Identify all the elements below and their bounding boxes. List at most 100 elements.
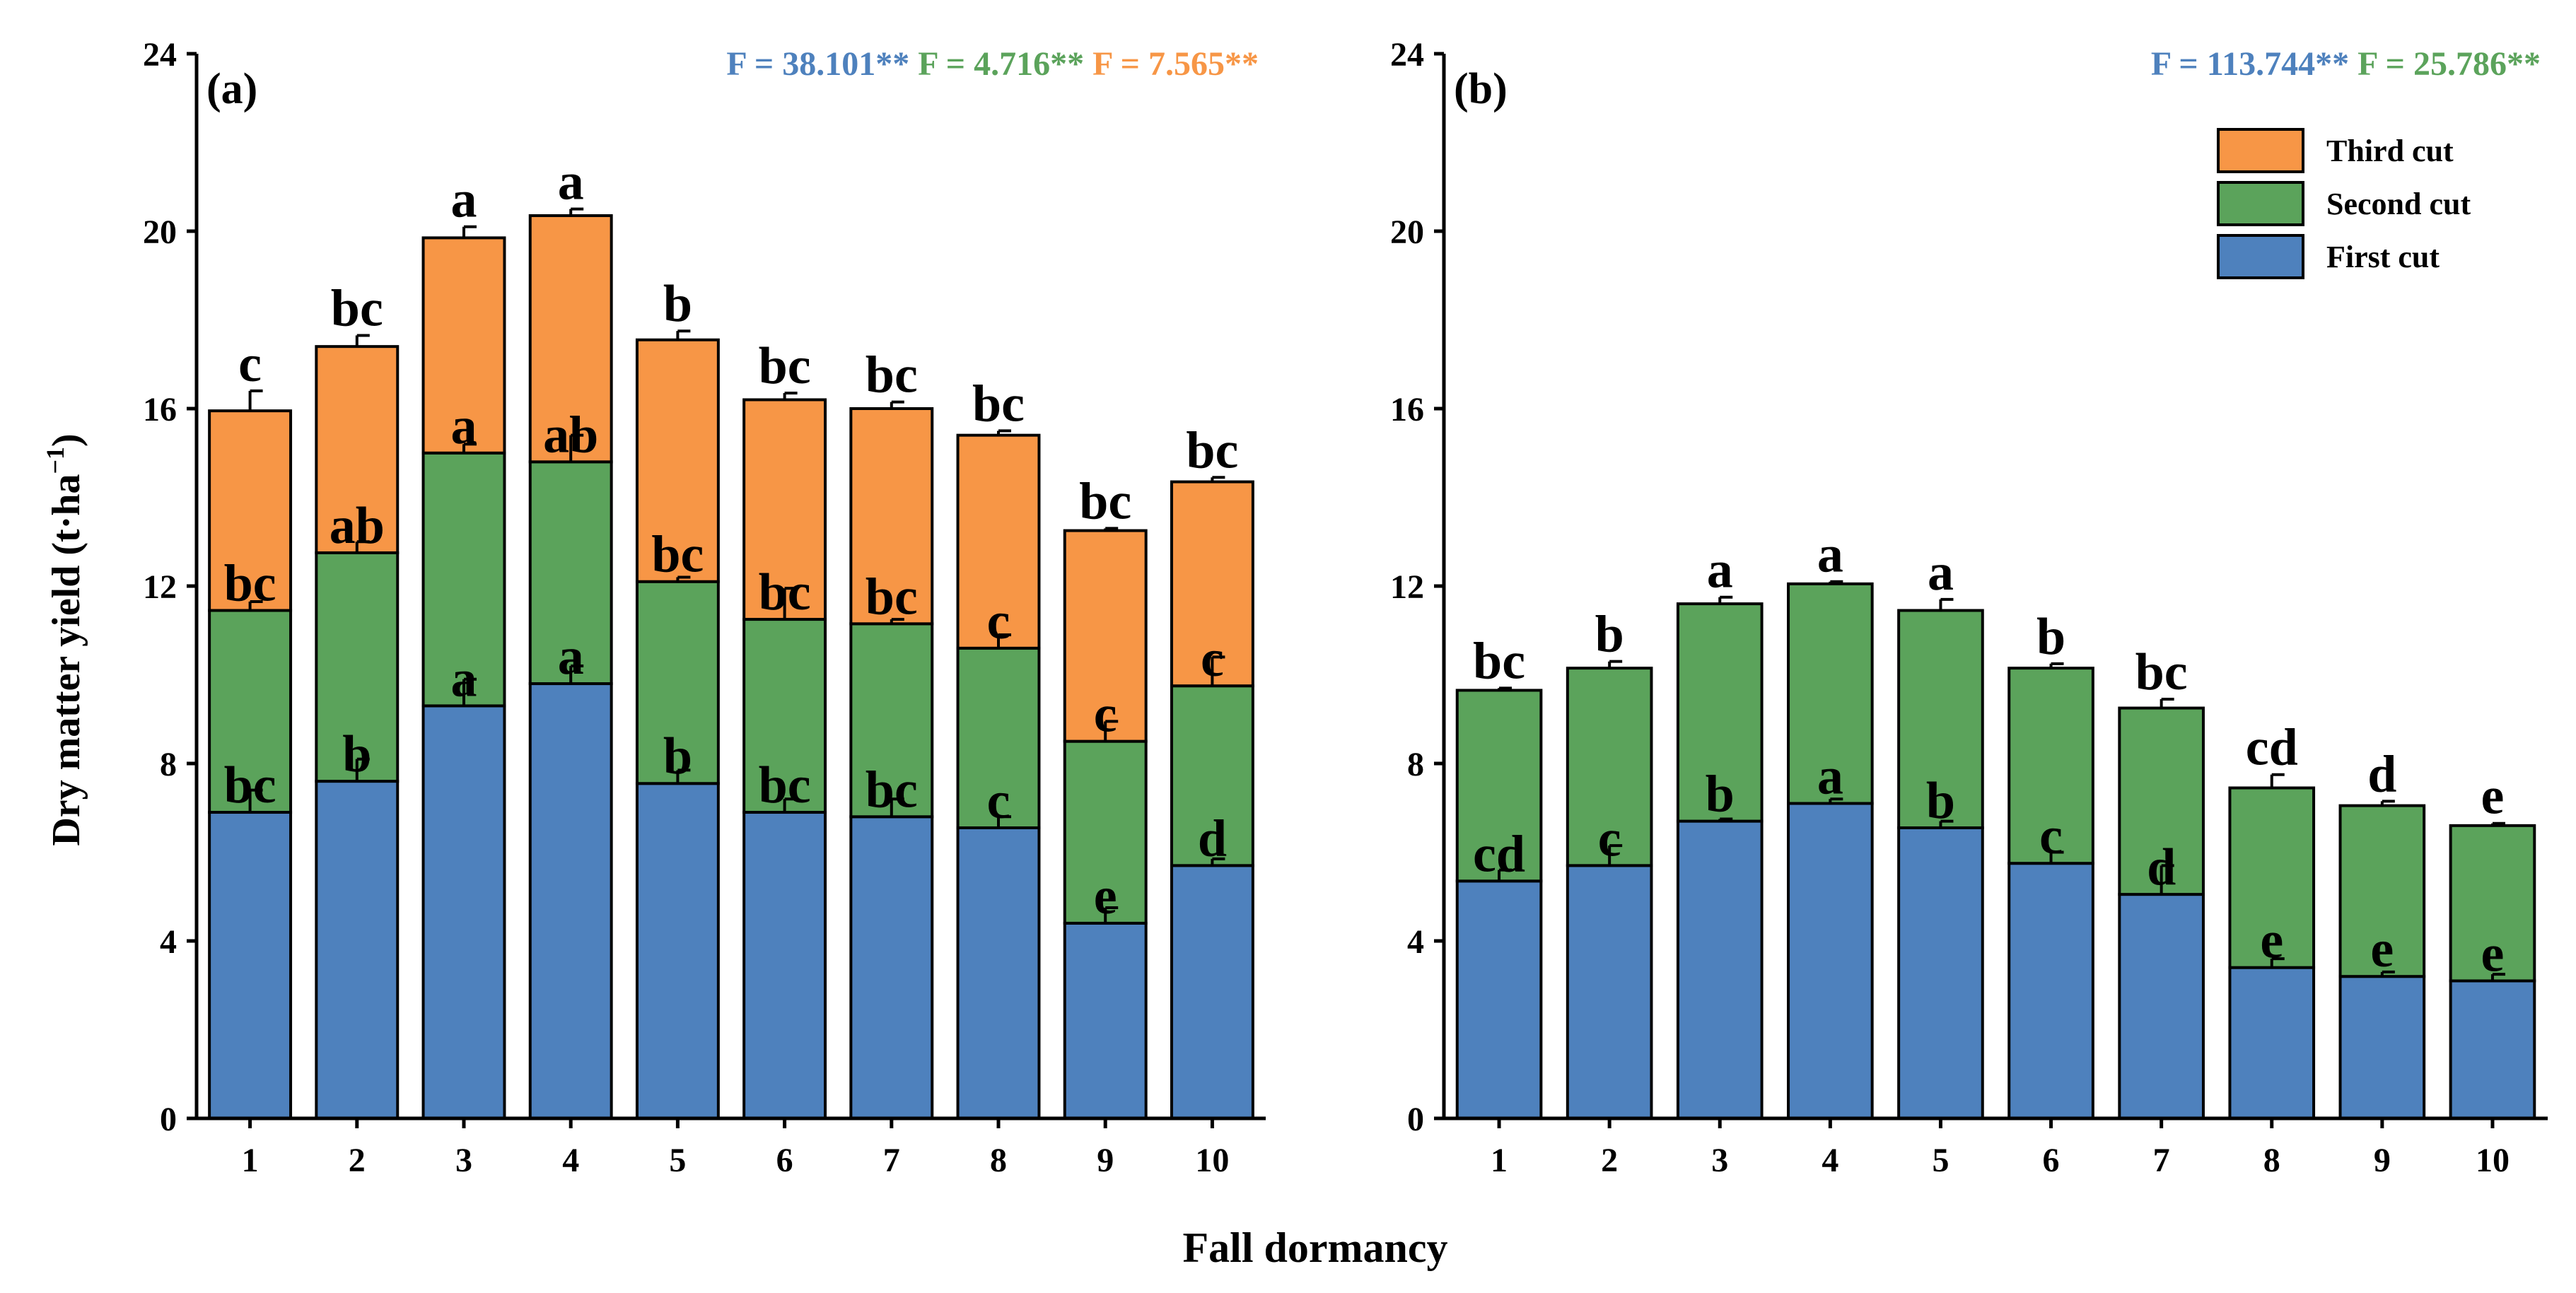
significance-letter: a (451, 171, 477, 229)
x-tick-label: 6 (776, 1142, 793, 1179)
significance-letter: b (1706, 766, 1735, 824)
panel-label: (b) (1454, 65, 1508, 113)
significance-letter: b (663, 275, 692, 333)
significance-letter: b (342, 725, 371, 783)
y-tick-label: 16 (1390, 391, 1424, 428)
f-statistic: F = 4.716** (909, 45, 1084, 83)
significance-letter: bc (866, 568, 918, 626)
legend-swatch-third (2217, 128, 2304, 173)
significance-letter: bc (972, 375, 1025, 433)
x-tick-label: 10 (2476, 1142, 2510, 1179)
bar-segment-first-cut (2449, 979, 2536, 1120)
bar-segment-first-cut (208, 811, 293, 1121)
y-tick-label: 16 (143, 391, 177, 428)
f-statistic: F = 7.565** (1084, 45, 1259, 83)
bar-segment-first-cut (1787, 802, 1874, 1120)
bar-segment-first-cut (1566, 864, 1653, 1120)
significance-letter: d (2367, 745, 2396, 803)
bar-segment-second-cut (1787, 582, 1874, 805)
panel-label: (a) (206, 65, 257, 113)
significance-letter: cd (2246, 719, 2298, 777)
bar-segment-second-cut (2007, 667, 2094, 865)
x-tick-label: 5 (669, 1142, 686, 1179)
x-tick-label: 9 (2374, 1142, 2391, 1179)
legend-label-second: Second cut (2326, 187, 2471, 221)
y-axis-label-main: Dry matter yield (t·ha (45, 474, 88, 846)
x-tick-label: 7 (883, 1142, 900, 1179)
y-tick-label: 12 (143, 568, 177, 606)
significance-letter: a (558, 628, 584, 686)
significance-letter: c (1094, 686, 1117, 744)
bar-segment-first-cut (2228, 966, 2316, 1121)
y-tick-label: 4 (1407, 923, 1424, 961)
significance-letter: b (2036, 608, 2065, 666)
legend-label-third: Third cut (2326, 134, 2454, 168)
bar-segment-first-cut (956, 826, 1041, 1121)
legend: Third cut Second cut First cut (2217, 128, 2471, 279)
significance-letter: e (2370, 920, 2394, 978)
bar-segment-third-cut (742, 398, 827, 621)
bar-segment-third-cut (635, 338, 720, 583)
bar-segment-second-cut (208, 609, 293, 814)
f-statistic: F = 25.786** (2349, 45, 2541, 83)
bar-segment-second-cut (1676, 602, 1764, 823)
bar-segment-first-cut (2007, 862, 2094, 1120)
x-tick-label: 4 (1822, 1142, 1838, 1179)
y-axis-label: Dry matter yield (t·ha−1) (41, 433, 88, 846)
bar-segment-second-cut (1063, 739, 1148, 925)
f-statistic: F = 113.744** (2151, 45, 2349, 83)
f-statistics: F = 113.744** F = 25.786** (2151, 45, 2541, 83)
x-tick-label: 2 (349, 1142, 366, 1179)
bar-segment-third-cut (421, 236, 506, 455)
significance-letter: c (987, 592, 1010, 650)
x-tick-label: 6 (2043, 1142, 2060, 1179)
significance-letter: cd (1473, 825, 1525, 883)
significance-letter: a (451, 650, 477, 708)
y-tick-label: 0 (1407, 1101, 1424, 1138)
significance-letter: a (1817, 526, 1843, 584)
bar-segment-first-cut (1455, 879, 1543, 1120)
significance-letter: e (2260, 912, 2283, 970)
significance-letter: b (1595, 606, 1624, 664)
significance-letter: b (663, 727, 692, 785)
f-statistic: F = 38.101** (726, 45, 909, 83)
bar-segment-first-cut (1170, 864, 1254, 1120)
bar-segment-first-cut (2118, 893, 2205, 1121)
y-tick-label: 12 (1390, 568, 1424, 606)
bar-segment-first-cut (528, 682, 613, 1120)
significance-letter: c (987, 772, 1010, 830)
bar-segment-third-cut (1063, 529, 1148, 743)
significance-letter: c (2039, 807, 2063, 865)
x-tick-label: 1 (242, 1142, 259, 1179)
bar-segment-third-cut (208, 409, 293, 612)
bar-segment-second-cut (2338, 804, 2426, 978)
legend-swatch-first (2217, 234, 2304, 279)
bar-segment-second-cut (1455, 689, 1543, 883)
bar-segment-second-cut (1897, 609, 1984, 829)
y-tick-label: 24 (1390, 36, 1424, 74)
bar-segment-first-cut (421, 704, 506, 1120)
significance-letter: d (2147, 838, 2176, 896)
bar-segment-first-cut (1676, 819, 1764, 1120)
significance-letter: bc (759, 563, 811, 621)
significance-letter: c (1201, 630, 1224, 688)
bar-segment-first-cut (1897, 826, 1984, 1121)
bar-segment-first-cut (742, 811, 827, 1121)
f-statistics: F = 38.101** F = 4.716** F = 7.565** (726, 45, 1259, 83)
x-tick-label: 7 (2153, 1142, 2170, 1179)
legend-label-first: First cut (2326, 240, 2440, 274)
y-tick-label: 4 (160, 923, 177, 961)
significance-letter: e (2481, 768, 2505, 826)
significance-letter: bc (1079, 472, 1131, 530)
x-tick-label: 1 (1491, 1142, 1508, 1179)
significance-letter: e (1094, 867, 1117, 925)
y-axis-label-close: ) (45, 433, 88, 447)
significance-letter: c (238, 335, 262, 393)
bar-segment-first-cut (1063, 921, 1148, 1121)
bar-segment-first-cut (635, 782, 720, 1121)
significance-letter: bc (331, 279, 383, 337)
y-tick-label: 20 (1390, 213, 1424, 251)
x-tick-label: 5 (1932, 1142, 1949, 1179)
bar-segment-second-cut (1566, 667, 1653, 867)
